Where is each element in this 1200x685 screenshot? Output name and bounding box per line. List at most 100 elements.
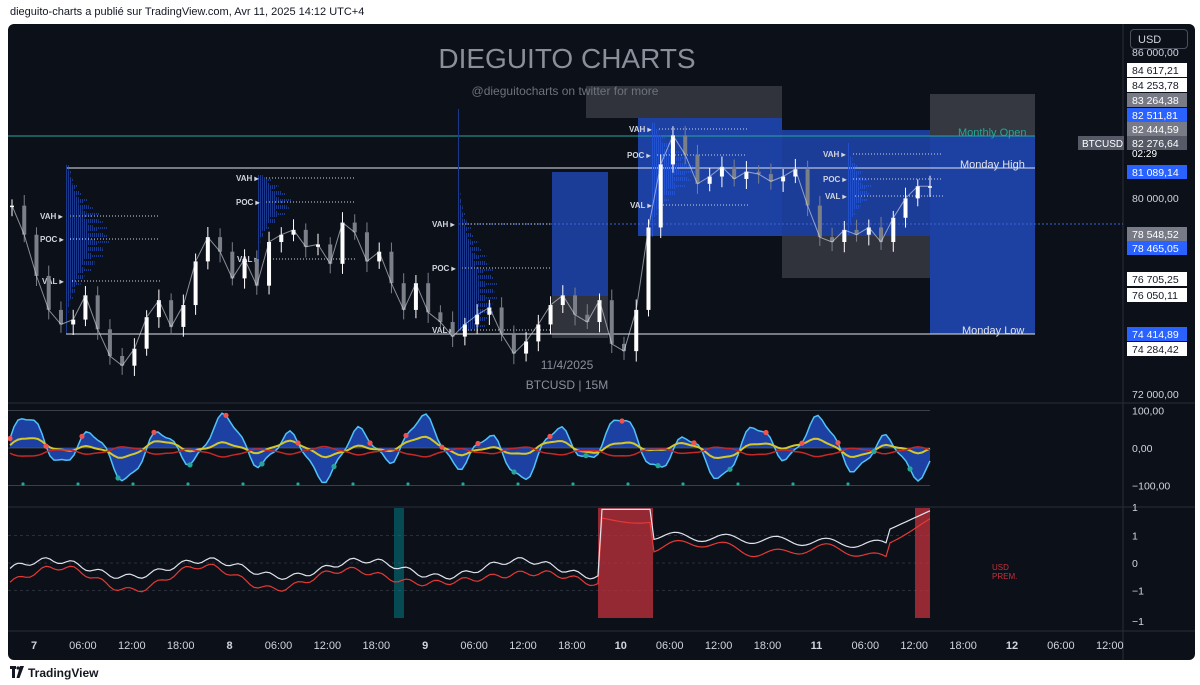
axes: 7 06:00 12:00 18:00 8 06:00 12:00 18:00 9 06:00 12…: [31, 47, 1187, 652]
candle-body: [817, 205, 822, 238]
candle-body: [58, 309, 63, 325]
candle-body: [830, 237, 835, 242]
x-tick-label: 8: [227, 640, 233, 652]
candle-body: [903, 198, 908, 218]
oscillator-bottom-dot: [76, 482, 80, 486]
candle-body: [744, 171, 749, 179]
chart-frame[interactable]: VAH ▸ POC ▸ VAL ▸ VAH ▸ POC ▸ VAL ▸ VAH ▸ POC ▸…: [8, 24, 1195, 660]
profile-marker: VAH ▸: [236, 174, 260, 183]
candle-body: [156, 300, 161, 318]
countdown-label: 02:29: [1132, 149, 1157, 160]
x-tick-label: 11: [811, 640, 823, 652]
oscillator-dot: [115, 475, 121, 481]
x-tick-label: 12:00: [118, 640, 146, 652]
candle-body: [279, 234, 284, 242]
oscillator-dot: [403, 432, 409, 439]
oscillator-wave: [9, 412, 931, 484]
price-scale-label: 81 089,14: [1132, 167, 1179, 179]
candle-body: [891, 217, 896, 242]
x-tick-label: 18:00: [167, 640, 195, 652]
candle-body: [573, 295, 578, 315]
candle-body: [169, 300, 174, 327]
oscillator-area: [10, 413, 930, 483]
range-box: [782, 130, 930, 236]
publication-header: dieguito-charts a publié sur TradingView…: [0, 0, 1200, 24]
osc-tick-label: −100,00: [1132, 481, 1170, 493]
candles: [10, 126, 932, 376]
osc-tick-label: 0,00: [1132, 443, 1153, 455]
oscillator-dot: [727, 466, 733, 472]
x-tick-label: 06:00: [656, 640, 684, 652]
oscillator-dot: [763, 429, 769, 436]
symbol-tag-box: [1078, 136, 1124, 150]
candle-body: [242, 258, 247, 279]
symbol-interval-label: BTCUSD | 15M: [526, 378, 608, 392]
x-tick-label: 12:00: [509, 640, 537, 652]
candle-body: [854, 229, 859, 235]
oscillator-dot: [367, 440, 373, 446]
x-tick-label: 12:00: [1096, 640, 1124, 652]
oscillator-dot: [259, 461, 265, 467]
currency-button[interactable]: USD: [1130, 29, 1188, 49]
oscillator-dot: [511, 469, 517, 475]
watermark-subtitle: @dieguitocharts on twitter for more: [472, 84, 659, 98]
candle-body: [46, 275, 51, 310]
price-scale-label-box: [1127, 93, 1187, 107]
oscillator-bottom-dot: [241, 482, 245, 486]
price-scale-label: 74 284,42: [1132, 344, 1179, 356]
oscillator-dot: [43, 443, 49, 449]
premium-white-line: [9, 508, 931, 581]
price-scale-label-box: [1127, 227, 1187, 241]
oscillator-dot: [835, 440, 841, 446]
candle-body: [401, 283, 406, 310]
candle-body: [634, 309, 639, 352]
profile-marker: VAH ▸: [629, 125, 653, 134]
candle-body: [866, 227, 871, 235]
price-scale-label-box: [1127, 136, 1187, 150]
x-tick-label: 12:00: [314, 640, 342, 652]
candle-body: [475, 314, 480, 325]
oscillator-dot: [871, 448, 877, 455]
candle-body: [71, 319, 76, 325]
premium-red-line: [9, 517, 931, 593]
candle-body: [793, 169, 798, 177]
candle-body: [107, 329, 112, 356]
profile-marker: POC ▸: [236, 198, 261, 207]
candle-body: [732, 166, 737, 179]
range-box: [552, 172, 608, 296]
premium-tick-label: −1: [1132, 616, 1144, 628]
candle-body: [658, 164, 663, 228]
candle-body: [83, 295, 88, 320]
candle-body: [132, 348, 137, 366]
profile-marker: VAH ▸: [40, 212, 64, 221]
monday-low-label: Monday Low: [962, 325, 1024, 337]
oscillator-dot: [151, 429, 157, 435]
price-scale-label: 82 511,81: [1132, 110, 1178, 122]
watermark-title: DIEGUITO CHARTS: [438, 43, 695, 74]
chart-marks: VAH ▸ POC ▸ VAL ▸ VAH ▸ POC ▸ VAL ▸ VAH ▸ POC ▸…: [8, 86, 1123, 618]
tradingview-brand: TradingView: [28, 666, 99, 680]
y-tick-label: 80 000,00: [1132, 193, 1179, 205]
premium-band: [394, 508, 404, 618]
osc-tick-label: 100,00: [1132, 406, 1164, 418]
oscillator-dot: [799, 440, 805, 446]
candle-body: [426, 283, 431, 313]
candle-body: [205, 237, 210, 262]
x-tick-label: 9: [422, 640, 428, 652]
candle-body: [915, 186, 920, 199]
oscillator-dot: [907, 466, 913, 472]
x-tick-label: 7: [31, 640, 37, 652]
range-box: [930, 136, 1035, 334]
profile-marker: VAL ▸: [237, 255, 259, 264]
price-scale-label-box: [1127, 272, 1187, 286]
candle-body: [303, 229, 308, 247]
oscillator-bottom-dot: [406, 482, 410, 486]
chart-svg[interactable]: VAH ▸ POC ▸ VAL ▸ VAH ▸ POC ▸ VAL ▸ VAH ▸ POC ▸…: [8, 24, 1195, 660]
candle-body: [254, 258, 259, 286]
candle-body: [781, 176, 786, 182]
candle-body: [389, 251, 394, 284]
candle-body: [193, 261, 198, 306]
candle-body: [536, 324, 541, 342]
oscillator-dot: [223, 412, 229, 418]
oscillator-bottom-dot: [516, 482, 520, 486]
